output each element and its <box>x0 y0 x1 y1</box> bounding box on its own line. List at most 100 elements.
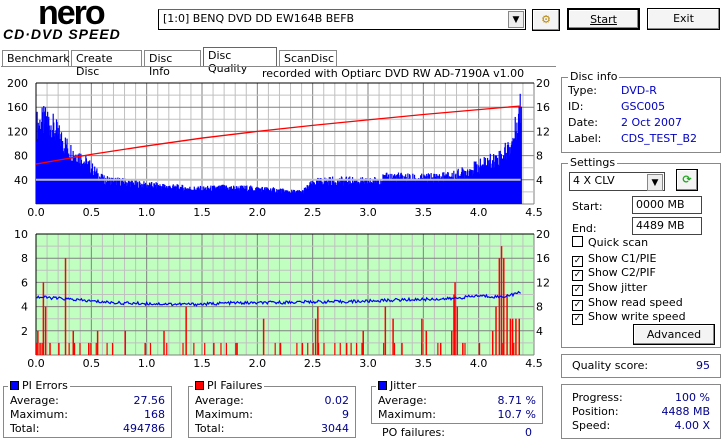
show-write-speed-checkbox[interactable]: ✓ Show write speed <box>572 310 714 325</box>
pif-bar <box>513 342 515 355</box>
pif-bar <box>503 258 505 355</box>
legend-blue-icon <box>10 381 19 390</box>
pif-bar <box>72 330 75 355</box>
pif-bar <box>193 342 195 355</box>
pif-bar <box>383 342 385 355</box>
y2-tick-label: 4 <box>536 174 543 187</box>
pif-bar <box>301 342 304 355</box>
pif-bar <box>518 342 520 355</box>
total-label: Total: <box>10 422 40 435</box>
x-tick-label: 3.0 <box>359 357 377 370</box>
advanced-button[interactable]: Advanced <box>633 324 715 345</box>
pif-bar <box>124 330 127 355</box>
eject-button[interactable]: ⚙ <box>532 9 560 31</box>
tab-create-disc[interactable]: Create Disc <box>71 50 142 78</box>
exit-button[interactable]: Exit <box>647 8 720 30</box>
pif-bar <box>509 318 512 355</box>
drive-value: [1:0] BENQ DVD DD EW164B BEFB <box>163 12 355 25</box>
y2-tick-label: 20 <box>536 77 550 90</box>
drive-select[interactable]: [1:0] BENQ DVD DD EW164B BEFB ▼ <box>158 9 526 30</box>
show-c2-checkbox[interactable]: ✓ Show C2/PIF <box>572 266 714 281</box>
settings-title: Settings <box>568 156 618 169</box>
pif-bar <box>36 342 38 355</box>
pif-bar <box>345 342 348 355</box>
po-failures: PO failures: 0 <box>382 426 532 439</box>
pif-bar <box>163 330 165 355</box>
pif-bar <box>79 342 81 355</box>
pi-failures-maximum: 9 <box>342 408 349 421</box>
show-write-label: Show write speed <box>588 310 686 323</box>
jitter-group: Jitter Average: 8.71 % Maximum: 10.7 % <box>371 379 543 424</box>
disc-info-group: Disc info Type: DVD-R ID: GSC005 Date: 2 Oc… <box>561 70 721 153</box>
pif-bar <box>518 318 521 355</box>
pif-bar <box>149 342 152 355</box>
pif-bar <box>64 258 67 355</box>
pif-bar <box>312 342 314 355</box>
quick-scan-label: Quick scan <box>588 236 649 249</box>
pif-bar <box>90 342 92 355</box>
pif-bar <box>502 342 504 355</box>
start-input[interactable]: 0000 MB <box>632 196 702 214</box>
y-tick-label: 200 <box>7 77 28 90</box>
pif-bar <box>451 330 453 355</box>
show-c1-label: Show C1/PIE <box>588 252 657 265</box>
legend-blue-icon <box>378 381 387 390</box>
end-input[interactable]: 4489 MB <box>632 217 702 235</box>
pif-bar <box>454 282 456 355</box>
pif-bar <box>236 342 238 355</box>
pif-bar <box>220 342 222 355</box>
avg-label: Average: <box>378 394 427 407</box>
pif-bar <box>225 342 227 355</box>
show-jitter-label: Show jitter <box>588 281 648 294</box>
pif-bar <box>68 342 70 355</box>
pif-bar <box>456 306 459 355</box>
speed-select[interactable]: 4 X CLV ▼ <box>569 172 665 191</box>
disc-icon: ⚙ <box>541 13 551 26</box>
y2-tick-label: 8 <box>536 150 543 163</box>
pif-bar <box>166 342 168 355</box>
pif-bar <box>235 342 237 355</box>
progress-value: 100 % <box>675 391 710 404</box>
chevron-down-icon[interactable]: ▼ <box>647 174 663 191</box>
pie-bar <box>520 106 522 204</box>
start-button[interactable]: Start <box>567 8 640 30</box>
tab-disc-info[interactable]: Disc Info <box>144 50 201 78</box>
quick-scan-checkbox[interactable]: Quick scan <box>572 236 714 250</box>
show-c2-label: Show C2/PIF <box>588 266 656 279</box>
pif-bar <box>384 306 387 355</box>
pi-errors-average: 27.56 <box>133 394 166 407</box>
pif-bar <box>506 294 508 355</box>
tab-scandisc[interactable]: ScanDisc <box>279 50 337 67</box>
pif-bar <box>111 342 114 355</box>
show-c1-checkbox[interactable]: ✓ Show C1/PIE <box>572 252 714 267</box>
pif-bar <box>44 306 47 355</box>
pif-bar <box>314 318 317 355</box>
pif-bar <box>339 342 341 355</box>
show-jitter-checkbox[interactable]: ✓ Show jitter <box>572 281 714 296</box>
pif-bar <box>73 342 76 355</box>
y2-tick-label: 16 <box>536 252 550 265</box>
checkmark-icon: ✓ <box>572 300 583 311</box>
po-failures-value: 0 <box>525 426 532 439</box>
legend-red-icon <box>195 381 204 390</box>
pif-bar <box>511 318 514 355</box>
chevron-down-icon[interactable]: ▼ <box>508 11 524 28</box>
x-tick-label: 2.5 <box>304 206 322 219</box>
pif-bar <box>462 342 464 355</box>
tab-disc-quality[interactable]: Disc Quality <box>203 47 277 75</box>
pif-bar <box>393 342 396 355</box>
checkmark-icon: ✓ <box>572 256 583 267</box>
pif-bar <box>296 342 298 355</box>
pif-bar <box>88 342 90 355</box>
refresh-button[interactable]: ⟳ <box>676 169 698 191</box>
tab-benchmark[interactable]: Benchmark <box>2 50 70 67</box>
jitter-line <box>35 290 522 307</box>
pif-bar <box>362 330 364 355</box>
quality-score-label: Quality score: <box>572 359 649 372</box>
pi-failures-group: PI Failures Average: 0.02 Maximum: 9 Total… <box>188 379 356 438</box>
jitter-title: Jitter <box>390 379 417 392</box>
show-read-speed-checkbox[interactable]: ✓ Show read speed <box>572 296 714 311</box>
pif-bar <box>401 342 403 355</box>
quality-score-group: Quality score: 95 <box>561 354 721 378</box>
pif-bar <box>478 342 481 355</box>
